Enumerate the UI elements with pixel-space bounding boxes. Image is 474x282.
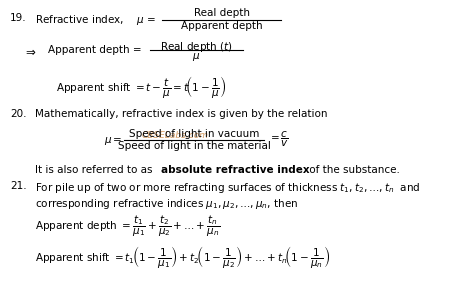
- Text: It is also referred to as: It is also referred to as: [35, 165, 156, 175]
- Text: CBSELabs.com: CBSELabs.com: [141, 131, 208, 140]
- Text: Apparent shift $= t - \dfrac{t}{\mu} = t\!\left(1 - \dfrac{1}{\mu}\right)$: Apparent shift $= t - \dfrac{t}{\mu} = t…: [56, 74, 227, 100]
- Text: Refractive index,    $\mu$ =: Refractive index, $\mu$ =: [35, 13, 156, 27]
- Text: $\mu =$: $\mu =$: [104, 135, 122, 147]
- Text: $=\dfrac{c}{v}$: $=\dfrac{c}{v}$: [267, 129, 289, 149]
- Text: $\Rightarrow$: $\Rightarrow$: [23, 45, 36, 58]
- Text: Apparent depth: Apparent depth: [181, 21, 263, 31]
- Text: Apparent depth $=\dfrac{t_1}{\mu_1}+\dfrac{t_2}{\mu_2}+\ldots+\dfrac{t_n}{\mu_n}: Apparent depth $=\dfrac{t_1}{\mu_1}+\dfr…: [35, 213, 220, 239]
- Text: Speed of light in the material: Speed of light in the material: [118, 141, 271, 151]
- Text: Real depth $(t)$: Real depth $(t)$: [160, 40, 233, 54]
- Text: 21.: 21.: [10, 182, 27, 191]
- Text: of the substance.: of the substance.: [306, 165, 400, 175]
- Text: 19.: 19.: [10, 13, 27, 23]
- Text: Real depth: Real depth: [194, 8, 250, 18]
- Text: $\mu$: $\mu$: [192, 51, 201, 63]
- Text: absolute refractive index: absolute refractive index: [161, 165, 310, 175]
- Text: Apparent shift $= t_1\!\left(1-\dfrac{1}{\mu_1}\right)+t_2\!\left(1-\dfrac{1}{\m: Apparent shift $= t_1\!\left(1-\dfrac{1}…: [35, 244, 330, 270]
- Text: Apparent depth =: Apparent depth =: [48, 45, 142, 55]
- Text: Speed of light in vacuum: Speed of light in vacuum: [129, 129, 259, 139]
- Text: For pile up of two or more refracting surfaces of thickness $t_1, t_2, \ldots, t: For pile up of two or more refracting su…: [35, 182, 421, 195]
- Text: corresponding refractive indices $\mu_1, \mu_2, \ldots, \mu_n$, then: corresponding refractive indices $\mu_1,…: [35, 197, 299, 211]
- Text: Mathematically, refractive index is given by the relation: Mathematically, refractive index is give…: [35, 109, 328, 119]
- Text: 20.: 20.: [10, 109, 27, 119]
